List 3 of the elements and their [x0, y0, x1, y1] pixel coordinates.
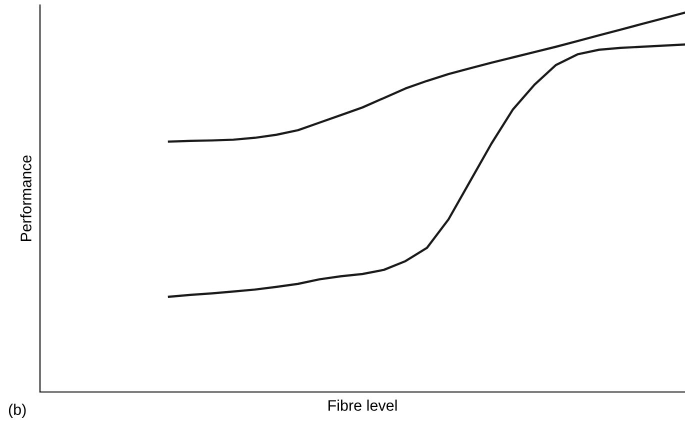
- x-axis-title: Fibre level: [328, 400, 397, 411]
- text: (b): [8, 404, 26, 418]
- y-axis-title: Performance: [20, 155, 32, 241]
